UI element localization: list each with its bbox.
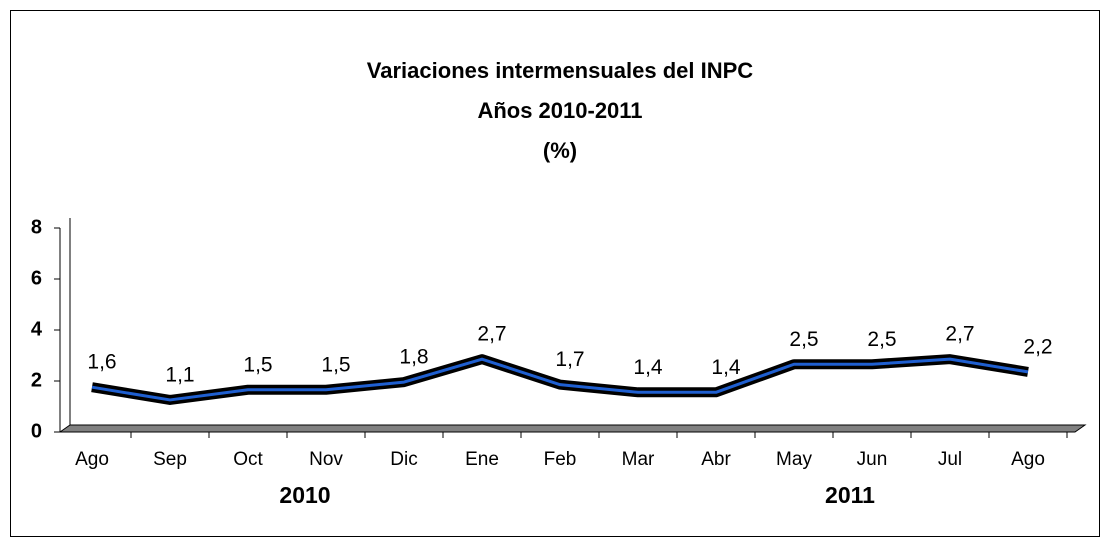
x-tick-label: Abr xyxy=(701,449,731,470)
x-tick-label: May xyxy=(776,449,812,470)
data-label: 2,5 xyxy=(789,328,818,351)
y-tick-label: 4 xyxy=(31,318,43,340)
y-tick-label: 8 xyxy=(31,216,42,238)
x-tick-label: Jul xyxy=(938,449,962,470)
plot-wall xyxy=(60,218,1095,432)
data-label: 1,8 xyxy=(399,346,428,369)
chart-subtitle: Años 2010-2011 xyxy=(477,98,642,123)
line xyxy=(91,357,1029,402)
x-tick-label: Ago xyxy=(75,449,109,470)
data-label: 1,5 xyxy=(321,353,350,376)
data-label: 1,4 xyxy=(633,356,663,379)
chart-title: Variaciones intermensuales del INPC xyxy=(367,58,753,83)
x-tick-label: Sep xyxy=(153,449,187,470)
floor xyxy=(58,424,1087,433)
x-tick-label: Mar xyxy=(622,449,655,470)
data-label: 1,7 xyxy=(555,348,584,371)
data-label: 2,7 xyxy=(945,323,974,346)
x-tick-label: Dic xyxy=(390,449,417,470)
data-label: 2,5 xyxy=(867,328,896,351)
y-tick-label: 2 xyxy=(31,369,42,391)
x-tick-label: Oct xyxy=(233,449,263,470)
year-label: 2010 xyxy=(279,482,330,508)
data-label: 2,7 xyxy=(477,323,506,346)
y-tick-label: 0 xyxy=(31,420,42,442)
x-tick-label: Ene xyxy=(465,449,499,470)
y-tick-label: 6 xyxy=(31,267,42,289)
chart-unit: (%) xyxy=(543,138,577,163)
data-label: 1,5 xyxy=(243,353,272,376)
x-tick-label: Ago xyxy=(1011,449,1045,470)
data-label: 1,6 xyxy=(87,351,116,374)
x-tick-label: Feb xyxy=(544,449,577,470)
year-label: 2011 xyxy=(825,482,875,508)
x-tick-label: Nov xyxy=(309,449,343,470)
data-label: 2,2 xyxy=(1023,335,1052,358)
data-label: 1,4 xyxy=(711,356,741,379)
x-tick-label: Jun xyxy=(857,449,888,470)
data-label: 1,1 xyxy=(165,363,194,386)
